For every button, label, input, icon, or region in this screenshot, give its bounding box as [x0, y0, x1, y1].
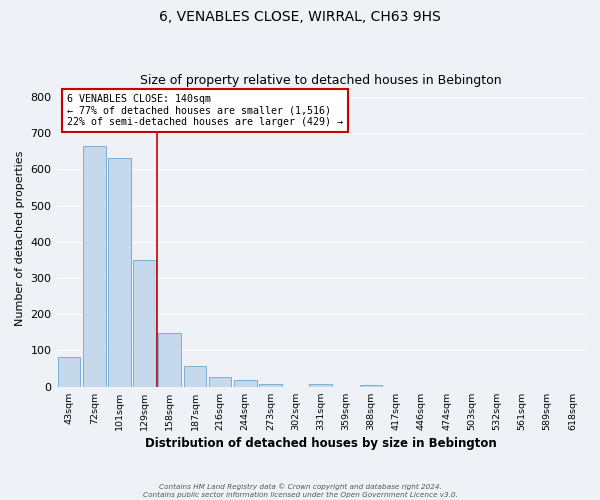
Bar: [158, 333, 181, 386]
Bar: [184, 366, 206, 386]
X-axis label: Distribution of detached houses by size in Bebington: Distribution of detached houses by size …: [145, 437, 497, 450]
Y-axis label: Number of detached properties: Number of detached properties: [15, 150, 25, 326]
Bar: [108, 158, 131, 386]
Bar: [58, 357, 80, 386]
Bar: [310, 384, 332, 386]
Text: 6, VENABLES CLOSE, WIRRAL, CH63 9HS: 6, VENABLES CLOSE, WIRRAL, CH63 9HS: [159, 10, 441, 24]
Bar: [133, 260, 156, 386]
Title: Size of property relative to detached houses in Bebington: Size of property relative to detached ho…: [140, 74, 502, 87]
Bar: [83, 146, 106, 386]
Bar: [234, 380, 257, 386]
Bar: [259, 384, 282, 386]
Bar: [209, 377, 232, 386]
Bar: [360, 385, 382, 386]
Text: Contains HM Land Registry data © Crown copyright and database right 2024.
Contai: Contains HM Land Registry data © Crown c…: [143, 484, 457, 498]
Text: 6 VENABLES CLOSE: 140sqm
← 77% of detached houses are smaller (1,516)
22% of sem: 6 VENABLES CLOSE: 140sqm ← 77% of detach…: [67, 94, 343, 127]
